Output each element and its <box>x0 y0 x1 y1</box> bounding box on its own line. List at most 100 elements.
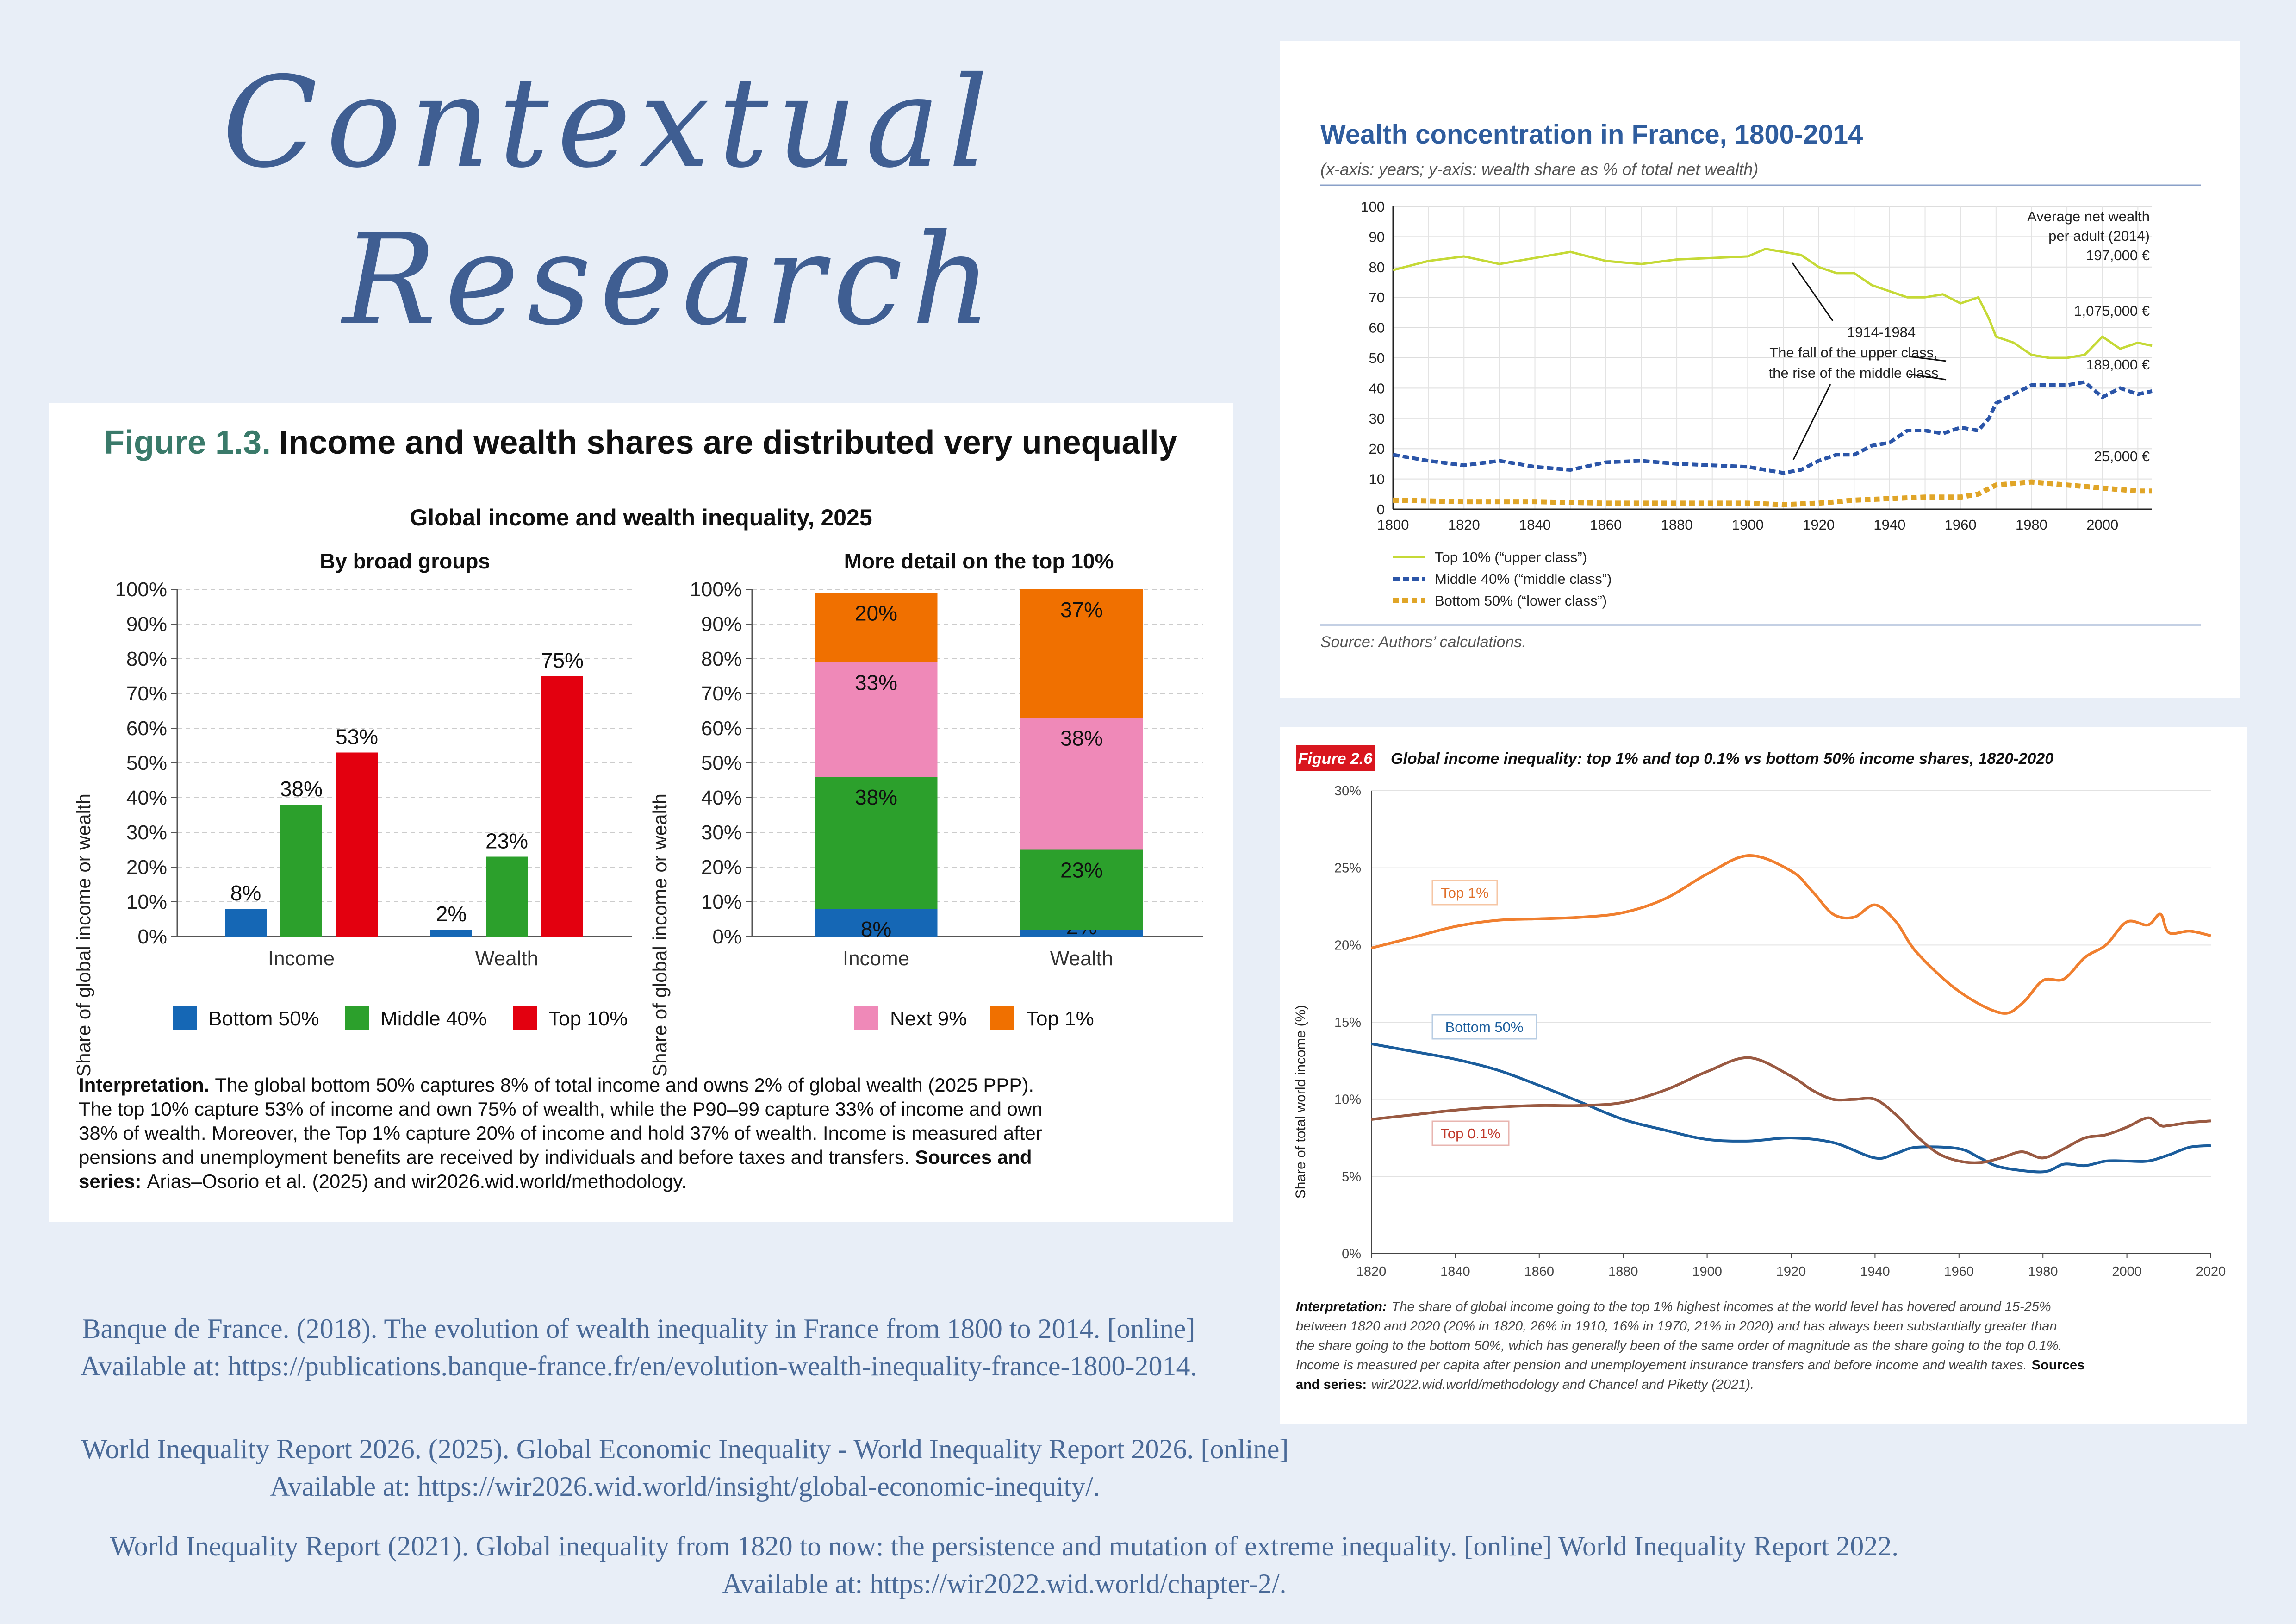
bar-bottom-50- <box>430 930 472 937</box>
x-tick-label: 2000 <box>2112 1264 2142 1279</box>
svg-text:1,075,000 €: 1,075,000 € <box>2074 303 2150 319</box>
wir-series-line-0 <box>1371 854 2211 1015</box>
legend-swatch-top10 <box>513 1006 537 1030</box>
wir-label-top1: Top 1% <box>1441 885 1488 901</box>
y-tick-label: 100% <box>690 578 742 601</box>
y-tick-label: 40% <box>701 787 742 809</box>
bar-value-label: 23% <box>485 829 528 853</box>
y-tick-label: 25% <box>1334 861 1361 876</box>
y-tick-label: 50% <box>701 752 742 775</box>
legend-swatch-bottom50 <box>173 1006 197 1030</box>
france-legend-mid: Middle 40% (“middle class”) <box>1435 571 1612 587</box>
x-tick-label: 1920 <box>1776 1264 1806 1279</box>
svg-text:series:Arias–Osorio et al. (20: series: Arias–Osorio et al. (2025) and wi… <box>79 1170 687 1192</box>
bar-top-1- <box>815 593 938 662</box>
x-tick-label: Income <box>268 947 335 970</box>
legend-label-top10: Top 10% <box>548 1007 628 1030</box>
y-tick-label: 10 <box>1369 471 1385 487</box>
france-annotation-arrows <box>1792 262 1947 460</box>
y-tick-label: 20 <box>1369 441 1385 457</box>
x-tick-label: 1880 <box>1608 1264 1638 1279</box>
bar-next-9- <box>1020 718 1143 850</box>
x-tick-label: 1980 <box>2028 1264 2058 1279</box>
bar-value-label: 33% <box>855 671 897 695</box>
y-tick-label: 80% <box>701 648 742 670</box>
bar-value-label: 53% <box>336 725 378 749</box>
svg-text:The top 10% capture 53% of inc: The top 10% capture 53% of income and ow… <box>79 1098 1043 1120</box>
figure-1-3-chart: Figure 1.3. Income and wealth shares are … <box>73 424 1203 1192</box>
legend-label-middle40: Middle 40% <box>380 1007 487 1030</box>
france-legend-bot: Bottom 50% (“lower class”) <box>1435 593 1607 609</box>
y-tick-label: 20% <box>1334 938 1361 953</box>
y-tick-label: 10% <box>1334 1093 1361 1107</box>
france-series-line-1 <box>1393 380 2153 475</box>
bar-middle-40- <box>280 805 322 937</box>
x-tick-label: 1940 <box>1873 517 1905 533</box>
y-tick-label: 0% <box>1342 1247 1361 1262</box>
y-tick-label: 40 <box>1369 380 1385 396</box>
svg-text:pensions and unemployment bene: pensions and unemployment benefits are r… <box>79 1146 1032 1168</box>
svg-text:Interpretation:The share of gl: Interpretation: The share of global incom… <box>1296 1299 2051 1314</box>
wir-title: Global income inequality: top 1% and top… <box>1391 750 2053 768</box>
left-panel-title: By broad groups <box>320 549 490 573</box>
bar-middle-40- <box>1020 849 1143 930</box>
x-tick-label: Wealth <box>1050 947 1113 970</box>
y-tick-label: 60% <box>701 717 742 740</box>
y-tick-label: 100% <box>115 578 167 601</box>
x-tick-label: 2020 <box>2196 1264 2226 1279</box>
x-tick-label: Income <box>843 947 909 970</box>
y-tick-label: 0% <box>712 925 742 948</box>
bar-value-label: 2% <box>436 902 467 926</box>
svg-text:1914-1984: 1914-1984 <box>1847 324 1916 340</box>
y-tick-label: 50% <box>126 752 167 775</box>
x-tick-label: 1880 <box>1661 517 1693 533</box>
x-tick-label: 1840 <box>1440 1264 1470 1279</box>
svg-text:38% of wealth. Moreover, the T: 38% of wealth. Moreover, the Top 1% capt… <box>79 1122 1042 1144</box>
reference-2: World Inequality Report 2026. (2025). Gl… <box>81 1434 1289 1502</box>
wir-label-box-top1 <box>1431 880 1498 906</box>
france-source: Source: Authors’ calculations. <box>1320 633 1526 651</box>
svg-text:Income is measured per capita: Income is measured per capita after pens… <box>1296 1358 2084 1373</box>
y-tick-label: 50 <box>1369 350 1385 366</box>
x-tick-label: 1860 <box>1590 517 1622 533</box>
x-tick-label: 1900 <box>1732 517 1764 533</box>
figure-1-3-title: Figure 1.3. Income and wealth shares are … <box>104 424 1177 461</box>
wir-label-box-top01 <box>1431 1120 1510 1146</box>
y-tick-label: 90% <box>126 613 167 636</box>
x-tick-label: 1900 <box>1692 1264 1722 1279</box>
x-tick-label: 1800 <box>1377 517 1409 533</box>
x-tick-label: 1820 <box>1448 517 1480 533</box>
bar-bottom-50- <box>815 909 938 937</box>
wir-y-axis-label: Share of total world income (%) <box>1293 1005 1308 1199</box>
y-tick-label: 15% <box>1334 1015 1361 1030</box>
legend-label-next9: Next 9% <box>890 1007 967 1030</box>
y-tick-label: 30 <box>1369 411 1385 427</box>
y-tick-label: 100 <box>1361 199 1385 215</box>
x-tick-label: Wealth <box>475 947 538 970</box>
y-tick-label: 30% <box>701 821 742 844</box>
y-tick-label: 90 <box>1369 229 1385 245</box>
france-wealth-chart: Wealth concentration in France, 1800-201… <box>1320 119 2201 651</box>
right-panel-title: More detail on the top 10% <box>844 549 1114 573</box>
bar-middle-40- <box>815 777 938 909</box>
legend-label-top1: Top 1% <box>1026 1007 1094 1030</box>
x-tick-label: 1960 <box>1945 517 1977 533</box>
bar-value-label: 38% <box>855 785 897 809</box>
bar-middle-40- <box>486 856 528 937</box>
x-tick-label: 1820 <box>1356 1264 1387 1279</box>
wir-figure-2-6-chart: Figure 2.6 Global income inequality: top… <box>1293 745 2226 1392</box>
y-tick-label: 0 <box>1377 501 1385 518</box>
x-tick-label: 1920 <box>1803 517 1835 533</box>
svg-text:between 1820 and 2020 (20% in: between 1820 and 2020 (20% in 1820, 26% … <box>1296 1319 2057 1334</box>
x-tick-label: 1860 <box>1524 1264 1555 1279</box>
y-tick-label: 70 <box>1369 289 1385 306</box>
wir-figure-2-6-card: Figure 2.6 Global income inequality: top… <box>1280 727 2247 1424</box>
heading-line-1: Contextual <box>222 50 997 195</box>
y-tick-label: 10% <box>701 891 742 913</box>
y-tick-label: 60 <box>1369 320 1385 336</box>
y-tick-label: 10% <box>126 891 167 913</box>
x-tick-label: 1840 <box>1519 517 1551 533</box>
x-tick-label: 2000 <box>2086 517 2118 533</box>
chart-main-title: Global income and wealth inequality, 202… <box>410 505 872 531</box>
bar-value-label: 38% <box>280 777 323 801</box>
